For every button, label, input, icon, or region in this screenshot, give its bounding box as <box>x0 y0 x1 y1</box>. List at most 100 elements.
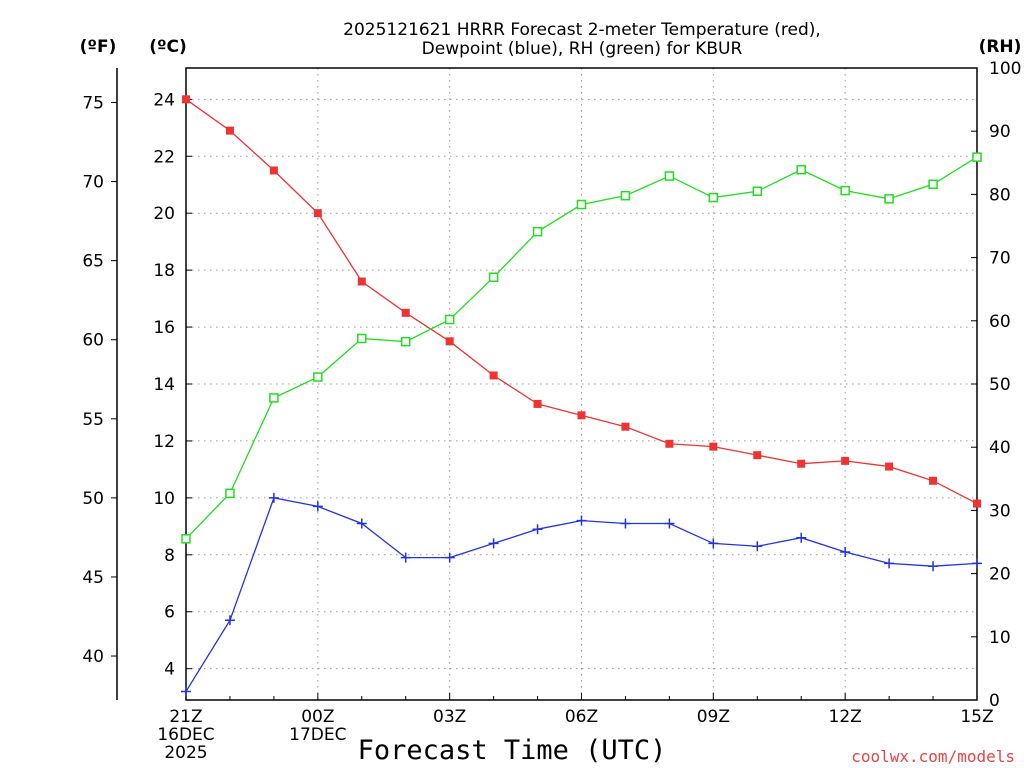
x-tick-label: 21Z <box>169 707 202 727</box>
fahrenheit-unit-label: (ºF) <box>80 37 117 57</box>
celsius-tick-label: 20 <box>153 204 175 224</box>
temperature-point <box>182 95 190 104</box>
rh-tick-label: 40 <box>989 438 1011 458</box>
rh-point <box>444 314 455 325</box>
celsius-tick-label: 10 <box>153 489 175 509</box>
rh-point <box>752 186 763 196</box>
temperature-point <box>753 451 762 460</box>
x-tick-label: 03Z <box>433 707 466 727</box>
temperature-point <box>973 499 981 508</box>
rh-point <box>796 165 806 175</box>
rh-point <box>884 194 894 204</box>
chart-title-line1: 2025121621 HRRR Forecast 2-meter Tempera… <box>343 20 821 40</box>
rh-point <box>576 199 587 210</box>
dewpoint-point <box>181 686 191 697</box>
credit-text[interactable]: coolwx.com/models <box>851 747 1015 766</box>
rh-point <box>269 393 279 403</box>
temperature-point <box>225 126 234 135</box>
celsius-tick-label: 24 <box>153 90 175 110</box>
rh-tick-label: 90 <box>989 122 1011 142</box>
rh-point <box>532 226 543 237</box>
rh-point <box>313 372 323 382</box>
rh-tick-label: 60 <box>989 312 1011 332</box>
celsius-tick-label: 16 <box>153 318 175 338</box>
x-tick-label: 00Z <box>301 707 334 727</box>
temperature-point <box>401 308 410 317</box>
rh-tick-label: 80 <box>989 185 1011 205</box>
dewpoint-point <box>840 546 851 557</box>
dewpoint-point <box>400 552 411 563</box>
rh-point <box>357 333 367 344</box>
rh-tick-label: 30 <box>989 501 1011 521</box>
celsius-tick-label: 8 <box>164 546 175 566</box>
temperature-line <box>185 98 978 505</box>
dewpoint-point <box>972 558 982 569</box>
dewpoint-point <box>884 558 895 569</box>
dewpoint-point <box>928 561 939 572</box>
celsius-tick-label: 18 <box>153 261 175 281</box>
rh-tick-label: 0 <box>989 691 1000 711</box>
x-axis-label: Forecast Time (UTC) <box>358 735 667 766</box>
rh-point <box>181 534 191 544</box>
dewpoint-point <box>620 518 631 529</box>
dewpoint-point <box>752 541 763 552</box>
dewpoint-point <box>532 524 543 535</box>
dewpoint-point <box>576 515 587 526</box>
fahrenheit-tick-label: 60 <box>82 331 104 351</box>
fahrenheit-tick-label: 50 <box>82 489 104 509</box>
celsius-tick-label: 6 <box>164 603 175 623</box>
rh-point <box>225 488 235 499</box>
temperature-point <box>885 462 894 471</box>
celsius-tick-label: 22 <box>153 147 175 167</box>
celsius-unit-label: (ºC) <box>149 37 187 57</box>
rh-point <box>840 185 850 196</box>
x-tick-label: 06Z <box>565 707 598 727</box>
rh-point <box>488 272 499 282</box>
chart-title-line2: Dewpoint (blue), RH (green) for KBUR <box>422 39 743 59</box>
rh-point <box>400 336 411 347</box>
celsius-tick-label: 12 <box>153 432 175 452</box>
dewpoint-point <box>664 518 675 529</box>
temperature-point <box>841 456 850 465</box>
dewpoint-point <box>312 501 323 512</box>
rh-point <box>972 152 982 162</box>
x-tick-label: 17DEC <box>289 725 346 745</box>
temperature-point <box>357 277 366 286</box>
fahrenheit-tick-label: 40 <box>82 647 104 667</box>
x-tick-label: 12Z <box>829 707 862 727</box>
dewpoint-point <box>356 518 367 529</box>
dewpoint-point <box>268 492 279 503</box>
fahrenheit-tick-label: 55 <box>82 410 104 430</box>
temperature-point <box>445 337 454 346</box>
x-tick-label: 2025 <box>164 743 207 763</box>
temperature-point <box>489 371 498 380</box>
dewpoint-point <box>488 538 499 549</box>
x-tick-label: 16DEC <box>157 725 214 745</box>
dewpoint-point <box>224 615 235 626</box>
rh-tick-label: 10 <box>989 628 1011 648</box>
rh-point <box>664 171 675 181</box>
rh-tick-label: 20 <box>989 565 1011 585</box>
temperature-point <box>665 439 674 448</box>
rh-tick-label: 100 <box>989 59 1021 79</box>
fahrenheit-tick-label: 75 <box>82 93 104 113</box>
celsius-tick-label: 4 <box>164 660 175 680</box>
rh-line <box>185 156 978 540</box>
temperature-point <box>709 442 718 451</box>
temperature-point <box>929 476 938 485</box>
temperature-point <box>621 422 630 431</box>
x-tick-label: 09Z <box>697 707 730 727</box>
x-tick-label: 15Z <box>960 707 993 727</box>
rh-tick-label: 50 <box>989 375 1011 395</box>
rh-unit-label: (RH) <box>979 37 1022 57</box>
rh-point <box>928 179 938 190</box>
fahrenheit-tick-label: 70 <box>82 173 104 193</box>
dewpoint-point <box>444 552 455 563</box>
celsius-tick-label: 14 <box>153 375 175 395</box>
temperature-point <box>313 209 322 218</box>
rh-point <box>708 192 719 203</box>
temperature-point <box>797 459 806 468</box>
rh-point <box>620 190 631 201</box>
